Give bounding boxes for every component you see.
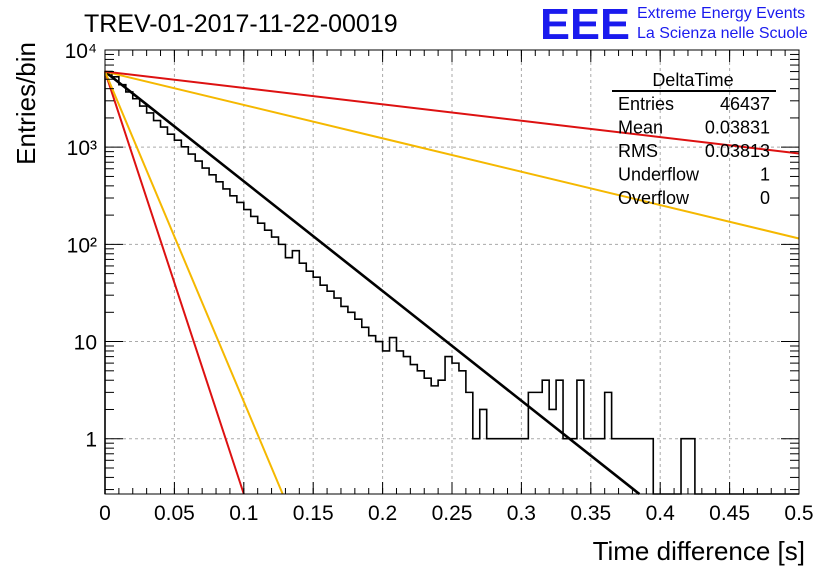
stats-label: Entries bbox=[618, 94, 674, 114]
x-tick-label: 0.1 bbox=[229, 502, 258, 525]
stats-box: DeltaTime Entries 46437 Mean 0.03831 RMS 0.03… bbox=[612, 70, 776, 208]
stats-label: Overflow bbox=[618, 188, 690, 208]
logo-line-1: Extreme Energy Events bbox=[637, 5, 805, 22]
eee-logo: EEE bbox=[540, 0, 630, 49]
stats-value: 0.03831 bbox=[705, 118, 770, 138]
stats-value: 0.03813 bbox=[705, 141, 770, 161]
x-tick-label: 0.3 bbox=[507, 502, 536, 525]
x-tick-label: 0.25 bbox=[432, 502, 473, 525]
x-tick-label: 0 bbox=[99, 502, 111, 525]
stats-label: RMS bbox=[618, 141, 658, 161]
x-tick-label: 0.35 bbox=[570, 502, 611, 525]
y-tick-label: 10 bbox=[74, 332, 97, 355]
stats-title: DeltaTime bbox=[652, 70, 733, 90]
fit-line bbox=[104, 70, 641, 496]
x-tick-label: 0.5 bbox=[784, 502, 813, 525]
histogram bbox=[104, 70, 799, 495]
stats-label: Mean bbox=[618, 118, 663, 138]
fit-line bbox=[104, 70, 800, 155]
x-tick-label: 0.45 bbox=[709, 502, 750, 525]
fit-curves bbox=[104, 70, 800, 496]
stats-label: Underflow bbox=[618, 165, 700, 185]
x-axis: 0 0.05 0.1 0.15 0.2 0.25 0.3 0.35 0.4 0.45 0.5 bbox=[99, 50, 814, 525]
stats-value: 0 bbox=[760, 188, 770, 208]
grid-lines bbox=[105, 50, 799, 494]
logo-line-2: La Scienza nelle Scuole bbox=[637, 25, 808, 42]
y-axis-label: Entries/bin bbox=[11, 42, 41, 165]
x-axis-label: Time difference [s] bbox=[593, 536, 805, 566]
y-tick-label: 10² bbox=[67, 234, 97, 257]
fit-line bbox=[104, 71, 245, 495]
y-tick-label: 10⁴ bbox=[65, 40, 97, 63]
fit-line bbox=[104, 71, 284, 495]
y-tick-label: 10³ bbox=[67, 137, 97, 160]
y-tick-label: 1 bbox=[85, 429, 97, 452]
x-tick-label: 0.4 bbox=[646, 502, 676, 525]
histogram-outline bbox=[104, 70, 799, 495]
x-tick-label: 0.2 bbox=[368, 502, 397, 525]
x-tick-label: 0.05 bbox=[154, 502, 195, 525]
stats-value: 46437 bbox=[720, 94, 770, 114]
chart-title: TREV-01-2017-11-22-00019 bbox=[84, 10, 398, 38]
fit-line bbox=[104, 70, 800, 240]
x-tick-label: 0.15 bbox=[293, 502, 334, 525]
stats-value: 1 bbox=[760, 165, 770, 185]
